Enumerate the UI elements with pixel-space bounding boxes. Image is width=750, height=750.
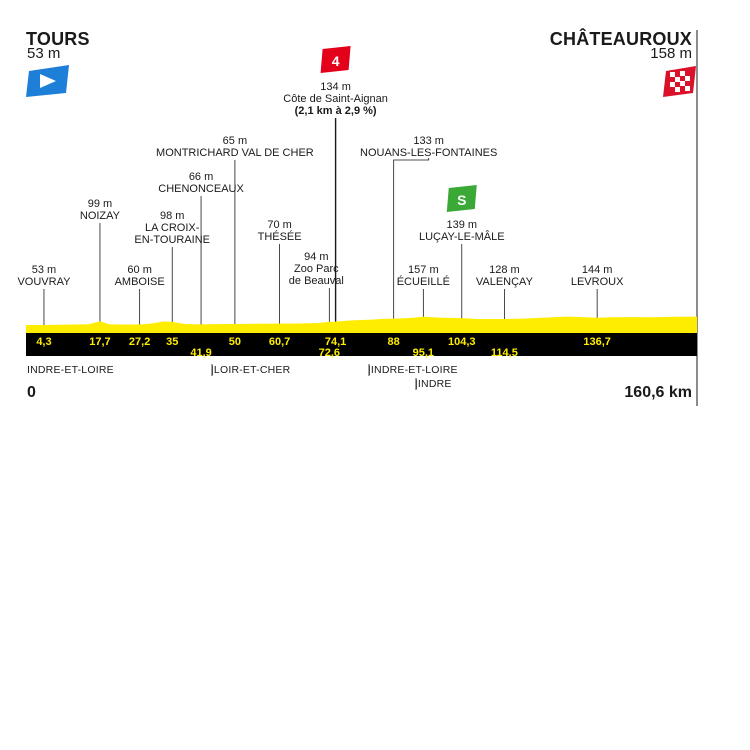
waypoint-name: LA CROIX- [145, 222, 200, 234]
waypoint-altitude: 99 m [88, 198, 112, 210]
waypoint-name: ÉCUEILLÉ [397, 275, 450, 288]
waypoint-name: LUÇAY-LE-MÂLE [419, 230, 505, 243]
waypoint-altitude: 94 m [304, 251, 328, 263]
km-marker-label: 88 [388, 336, 400, 348]
elevation-profile-area [26, 316, 697, 333]
waypoint-name: NOIZAY [80, 210, 121, 222]
climb-details: (2,1 km à 2,9 %) [295, 105, 377, 117]
waypoint-altitude: 70 m [267, 219, 291, 231]
waypoint-altitude: 53 m [32, 264, 56, 276]
waypoint-altitude: 139 m [446, 219, 477, 231]
waypoint-name: EN-TOURAINE [134, 234, 210, 246]
km-marker-label: 95,1 [413, 347, 434, 359]
waypoint-altitude: 98 m [160, 210, 184, 222]
waypoint-name: de Beauval [289, 275, 344, 287]
km-marker-label: 72,6 [319, 347, 340, 359]
waypoint-name: Zoo Parc [294, 263, 339, 275]
waypoint-altitude: 66 m [189, 171, 213, 183]
waypoint-altitude: 134 m [320, 81, 351, 93]
waypoint-name: VALENÇAY [476, 276, 534, 288]
km-marker-label: 27,2 [129, 336, 150, 348]
start-altitude: 53 m [27, 45, 61, 62]
region-label: |INDRE [415, 378, 452, 390]
waypoint-name: THÉSÉE [258, 230, 302, 243]
checkered-finish-flag-icon [663, 66, 696, 97]
waypoint-altitude: 144 m [582, 264, 613, 276]
svg-text:4: 4 [332, 53, 340, 69]
start-flag-icon [26, 65, 69, 97]
waypoint-name: CHENONCEAUX [158, 183, 244, 195]
km-marker-label: 60,7 [269, 336, 290, 348]
waypoint-name: NOUANS-LES-FONTAINES [360, 147, 497, 159]
km-band [26, 333, 697, 356]
waypoint-name: MONTRICHARD VAL DE CHER [156, 147, 314, 159]
km-marker-label: 104,3 [448, 336, 476, 348]
waypoint-altitude: 157 m [408, 264, 439, 276]
total-distance-label: 160,6 km [624, 384, 692, 401]
leader-line [393, 158, 430, 333]
waypoint-name: VOUVRAY [17, 276, 71, 288]
region-label: |INDRE-ET-LOIRE [368, 364, 458, 376]
waypoint-altitude: 128 m [489, 264, 520, 276]
finish-town: CHÂTEAUROUX [549, 29, 692, 49]
waypoint-name: LEVROUX [571, 276, 624, 288]
km-marker-label: 50 [229, 336, 241, 348]
climb-category-badge-icon: 4 [320, 46, 351, 73]
start-km-label: 0 [27, 384, 36, 401]
finish-altitude: 158 m [650, 45, 692, 62]
waypoint-name: Côte de Saint-Aignan [283, 93, 388, 105]
svg-text:S: S [457, 192, 466, 208]
waypoint-altitude: 60 m [127, 264, 151, 276]
region-label: INDRE-ET-LOIRE [27, 364, 114, 376]
km-marker-label: 114,5 [491, 347, 518, 359]
waypoint-altitude: 65 m [223, 135, 247, 147]
region-label: |LOIR-ET-CHER [211, 364, 291, 376]
km-marker-label: 4,3 [36, 336, 51, 348]
start-town: TOURS [26, 29, 90, 49]
km-marker-label: 35 [166, 336, 178, 348]
km-marker-label: 136,7 [583, 336, 611, 348]
waypoint-name: AMBOISE [115, 276, 165, 288]
km-marker-label: 74,1 [325, 336, 346, 348]
km-marker-label: 17,7 [89, 336, 110, 348]
waypoint-altitude: 133 m [413, 135, 444, 147]
km-marker-label: 41,9 [190, 347, 211, 359]
sprint-badge-icon: S [446, 185, 477, 212]
